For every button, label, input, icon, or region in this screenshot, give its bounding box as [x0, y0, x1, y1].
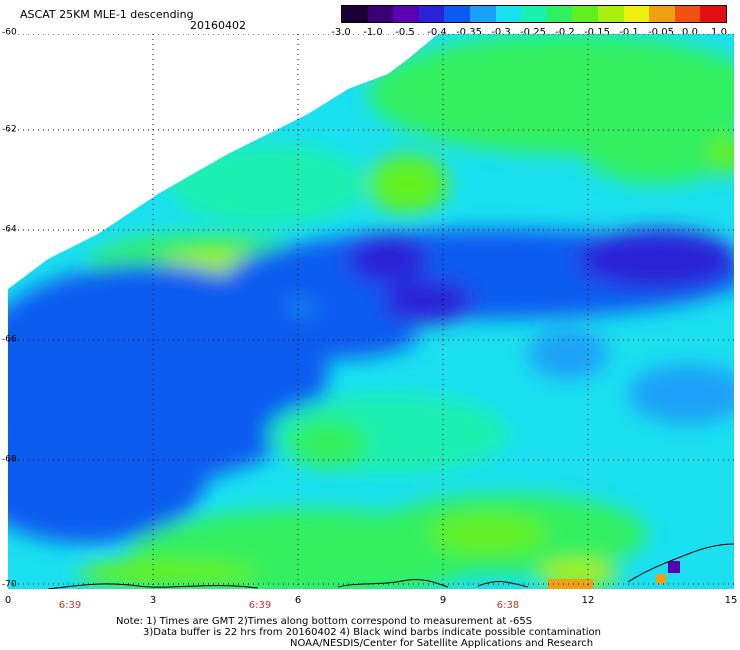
colorbar-label: -1.0	[363, 27, 383, 38]
coastline	[47, 543, 734, 589]
colorbar-label: -0.2	[555, 27, 575, 38]
lat-label: -68	[2, 454, 17, 465]
graticule	[8, 34, 734, 589]
lat-label: -70	[2, 579, 17, 590]
colorbar-label: 0.0	[682, 27, 698, 38]
lon-label: 9	[439, 595, 447, 606]
colorbar-label: -0.1	[619, 27, 639, 38]
colorbar-swatch	[546, 6, 573, 22]
colorbar-swatch	[444, 6, 470, 22]
time-label: 6:39	[248, 600, 272, 611]
credit-line: NOAA/NESDIS/Center for Satellite Applica…	[290, 638, 594, 649]
colorbar-label: -0.3	[491, 27, 511, 38]
footnote-line2: 3)Data buffer is 22 hrs from 20160402 4)…	[143, 627, 601, 638]
colorbar-swatch	[418, 6, 445, 22]
colorbar-swatch	[597, 6, 624, 22]
colorbar-swatch	[495, 6, 522, 22]
colorbar-swatch	[469, 6, 496, 22]
colorbar-label: -0.5	[395, 27, 415, 38]
lat-label: -60	[2, 27, 17, 38]
wind-map	[8, 34, 734, 589]
colorbar-swatch	[700, 6, 726, 22]
lon-label: 0	[4, 595, 12, 606]
colorbar-label: -0.4	[427, 27, 447, 38]
lat-label: -62	[2, 124, 17, 135]
colorbar-swatch	[393, 6, 419, 22]
footnote-line1: Note: 1) Times are GMT 2)Times along bot…	[116, 616, 533, 627]
wind-field	[8, 34, 734, 589]
colorbar-label: -0.15	[584, 27, 610, 38]
colorbar-label: -3.0	[331, 27, 351, 38]
time-label: 6:38	[496, 600, 520, 611]
chart-date: 20160402	[190, 19, 246, 32]
colorbar-swatch	[649, 6, 675, 22]
colorbar-swatch	[367, 6, 394, 22]
time-label: 6:39	[58, 600, 82, 611]
colorbar-label: -0.25	[520, 27, 546, 38]
colorbar-label: -0.35	[456, 27, 482, 38]
lon-label: 3	[149, 595, 157, 606]
lat-label: -66	[2, 334, 17, 345]
colorbar-swatch	[674, 6, 701, 22]
colorbar-label: 1.0	[711, 27, 727, 38]
chart-title: ASCAT 25KM MLE-1 descending	[20, 8, 194, 21]
colorbar-label: -0.05	[648, 27, 674, 38]
colorbar	[341, 5, 727, 23]
colorbar-swatch	[342, 6, 368, 22]
lon-label: 15	[724, 595, 738, 606]
colorbar-swatch	[623, 6, 650, 22]
lat-label: -64	[2, 224, 17, 235]
colorbar-swatch	[572, 6, 598, 22]
colorbar-swatch	[521, 6, 547, 22]
lon-label: 6	[294, 595, 302, 606]
lon-label: 12	[581, 595, 595, 606]
